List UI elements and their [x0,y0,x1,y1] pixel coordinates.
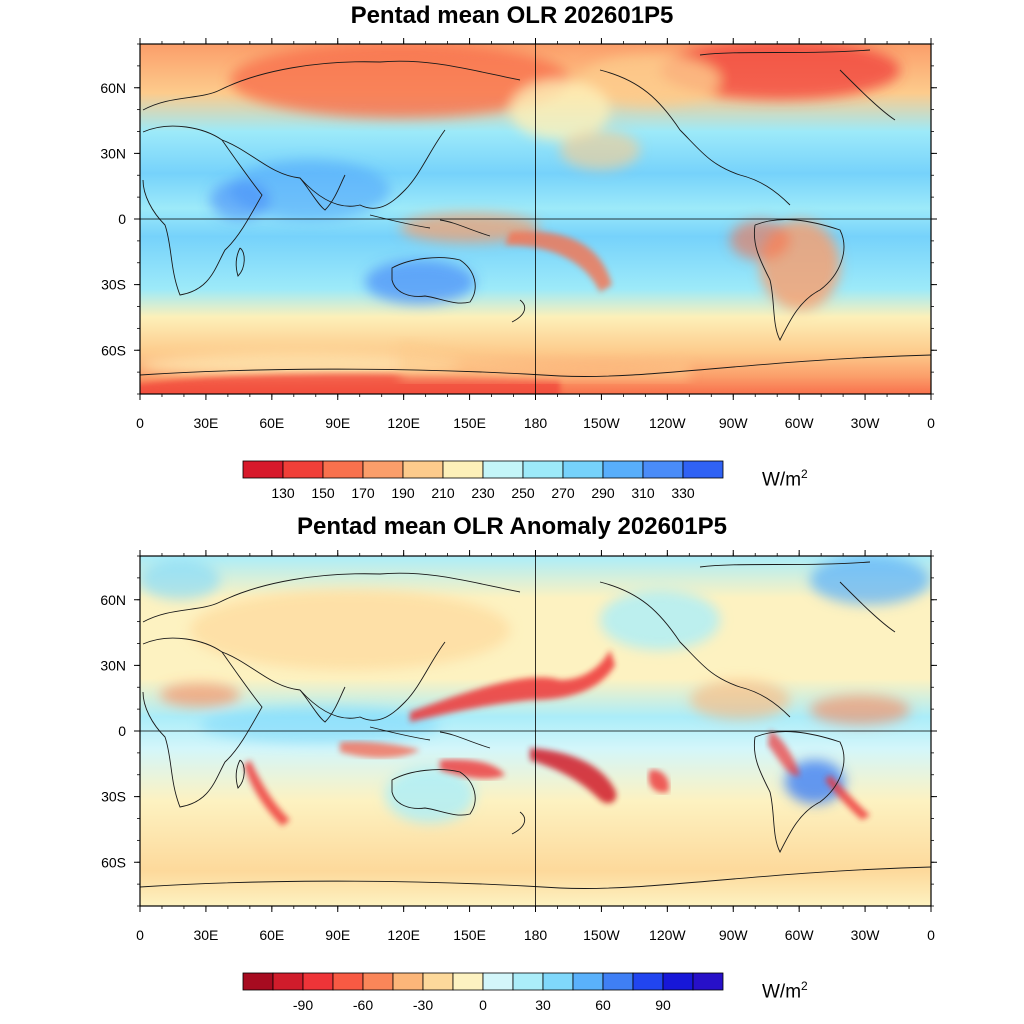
lat-label: 30N [100,657,126,673]
colorbar-swatch [522,460,564,479]
colorbar-swatch [392,972,424,991]
lat-label: 60N [100,592,126,608]
lon-label: 150W [583,415,620,431]
lon-label: 90W [719,415,749,431]
lat-label: 60S [101,854,126,870]
axis-labels: 60N 30N 0 30S 60S 0 30E 60E 90E 120E 150E 180 150W 12… [100,80,935,431]
lon-label: 180 [524,415,548,431]
lat-label: 30S [101,277,126,293]
colorbar-swatch [572,972,604,991]
lon-label: 0 [927,415,935,431]
lon-label: 30W [851,927,881,943]
coastlines [140,49,931,377]
lat-label: 30N [100,145,126,161]
colorbar-label: 30 [535,997,551,1013]
lat-label: 60S [101,342,126,358]
lon-label: 60E [259,927,284,943]
lon-label: 90W [719,927,749,943]
olr-anomaly-map-panel: 60N 30N 0 30S 60S 0 30E 60E 90E 120E 150E 180 150W 12… [100,550,937,1013]
colorbar-label: 0 [479,997,487,1013]
colorbar-unit-olr: W/m2 [762,467,808,491]
olr-map-panel: 60N 30N 0 30S 60S 0 30E 60E 90E 120E 150E 180 150W 12… [100,38,937,501]
axis-ticks [134,550,937,912]
lon-label: 120E [387,927,420,943]
colorbar-swatch [362,460,404,479]
lon-label: 60W [785,927,815,943]
colorbar-swatch [602,972,634,991]
colorbar-label: 60 [595,997,611,1013]
colorbar-swatch [332,972,364,991]
colorbar-label: 250 [511,485,535,501]
colorbar-swatch [542,972,574,991]
lon-label: 150E [453,927,486,943]
colorbar-swatch [272,972,304,991]
colorbar-label: 130 [271,485,295,501]
colorbar-label: 170 [351,485,375,501]
colorbar-swatch [682,460,724,479]
colorbar-swatch [242,460,284,479]
colorbar-label: 290 [591,485,615,501]
colorbar-swatch [422,972,454,991]
colorbar-swatch [562,460,604,479]
lon-label: 0 [927,927,935,943]
colorbar-label: -30 [413,997,433,1013]
panel-title-olr-anomaly: Pentad mean OLR Anomaly 202601P5 [297,513,727,540]
olr-field [140,44,931,394]
lon-label: 120E [387,415,420,431]
lat-label: 0 [118,723,126,739]
colorbar-label: 90 [655,997,671,1013]
lon-label: 120W [649,927,686,943]
colorbar-swatch [482,972,514,991]
colorbar-swatch [282,460,324,479]
colorbar-label: 310 [631,485,655,501]
colorbar-swatch [452,972,484,991]
lon-label: 30E [193,415,218,431]
lon-label: 150E [453,415,486,431]
lon-label: 30E [193,927,218,943]
lat-label: 60N [100,80,126,96]
colorbar-swatch [632,972,664,991]
colorbar-swatch [692,972,724,991]
colorbar-swatch [602,460,644,479]
colorbar-swatch [242,972,274,991]
lon-label: 180 [524,927,548,943]
lon-label: 30W [851,415,881,431]
colorbar-label: -60 [353,997,373,1013]
colorbar-label: -90 [293,997,313,1013]
colorbar-unit-olr-anomaly: W/m2 [762,979,808,1003]
colorbar-olr-anomaly: -90 -60 -30 0 30 60 90 [242,972,724,1013]
lon-label: 90E [325,415,350,431]
lon-label: 150W [583,927,620,943]
colorbar-swatch [662,972,694,991]
lon-label: 0 [136,927,144,943]
colorbar-swatch [482,460,524,479]
axis-ticks [134,38,937,400]
colorbar-swatch [402,460,444,479]
lon-label: 60E [259,415,284,431]
colorbar-label: 210 [431,485,455,501]
colorbar-swatch [512,972,544,991]
colorbar-swatch [302,972,334,991]
colorbar-swatch [442,460,484,479]
lat-label: 30S [101,789,126,805]
colorbar-swatch [362,972,394,991]
coastlines [140,561,931,889]
lon-label: 120W [649,415,686,431]
lon-label: 60W [785,415,815,431]
colorbar-label: 190 [391,485,415,501]
colorbar-label: 230 [471,485,495,501]
lat-label: 0 [118,211,126,227]
colorbar-swatch [322,460,364,479]
lon-label: 0 [136,415,144,431]
axis-labels: 60N 30N 0 30S 60S 0 30E 60E 90E 120E 150E 180 150W 12… [100,592,935,943]
colorbar-olr: 130 150 170 190 210 230 250 270 290 310 330 [242,460,724,501]
colorbar-label: 150 [311,485,335,501]
lon-label: 90E [325,927,350,943]
panel-title-olr: Pentad mean OLR 202601P5 [350,2,674,29]
colorbar-swatch [642,460,684,479]
colorbar-label: 270 [551,485,575,501]
colorbar-label: 330 [671,485,695,501]
